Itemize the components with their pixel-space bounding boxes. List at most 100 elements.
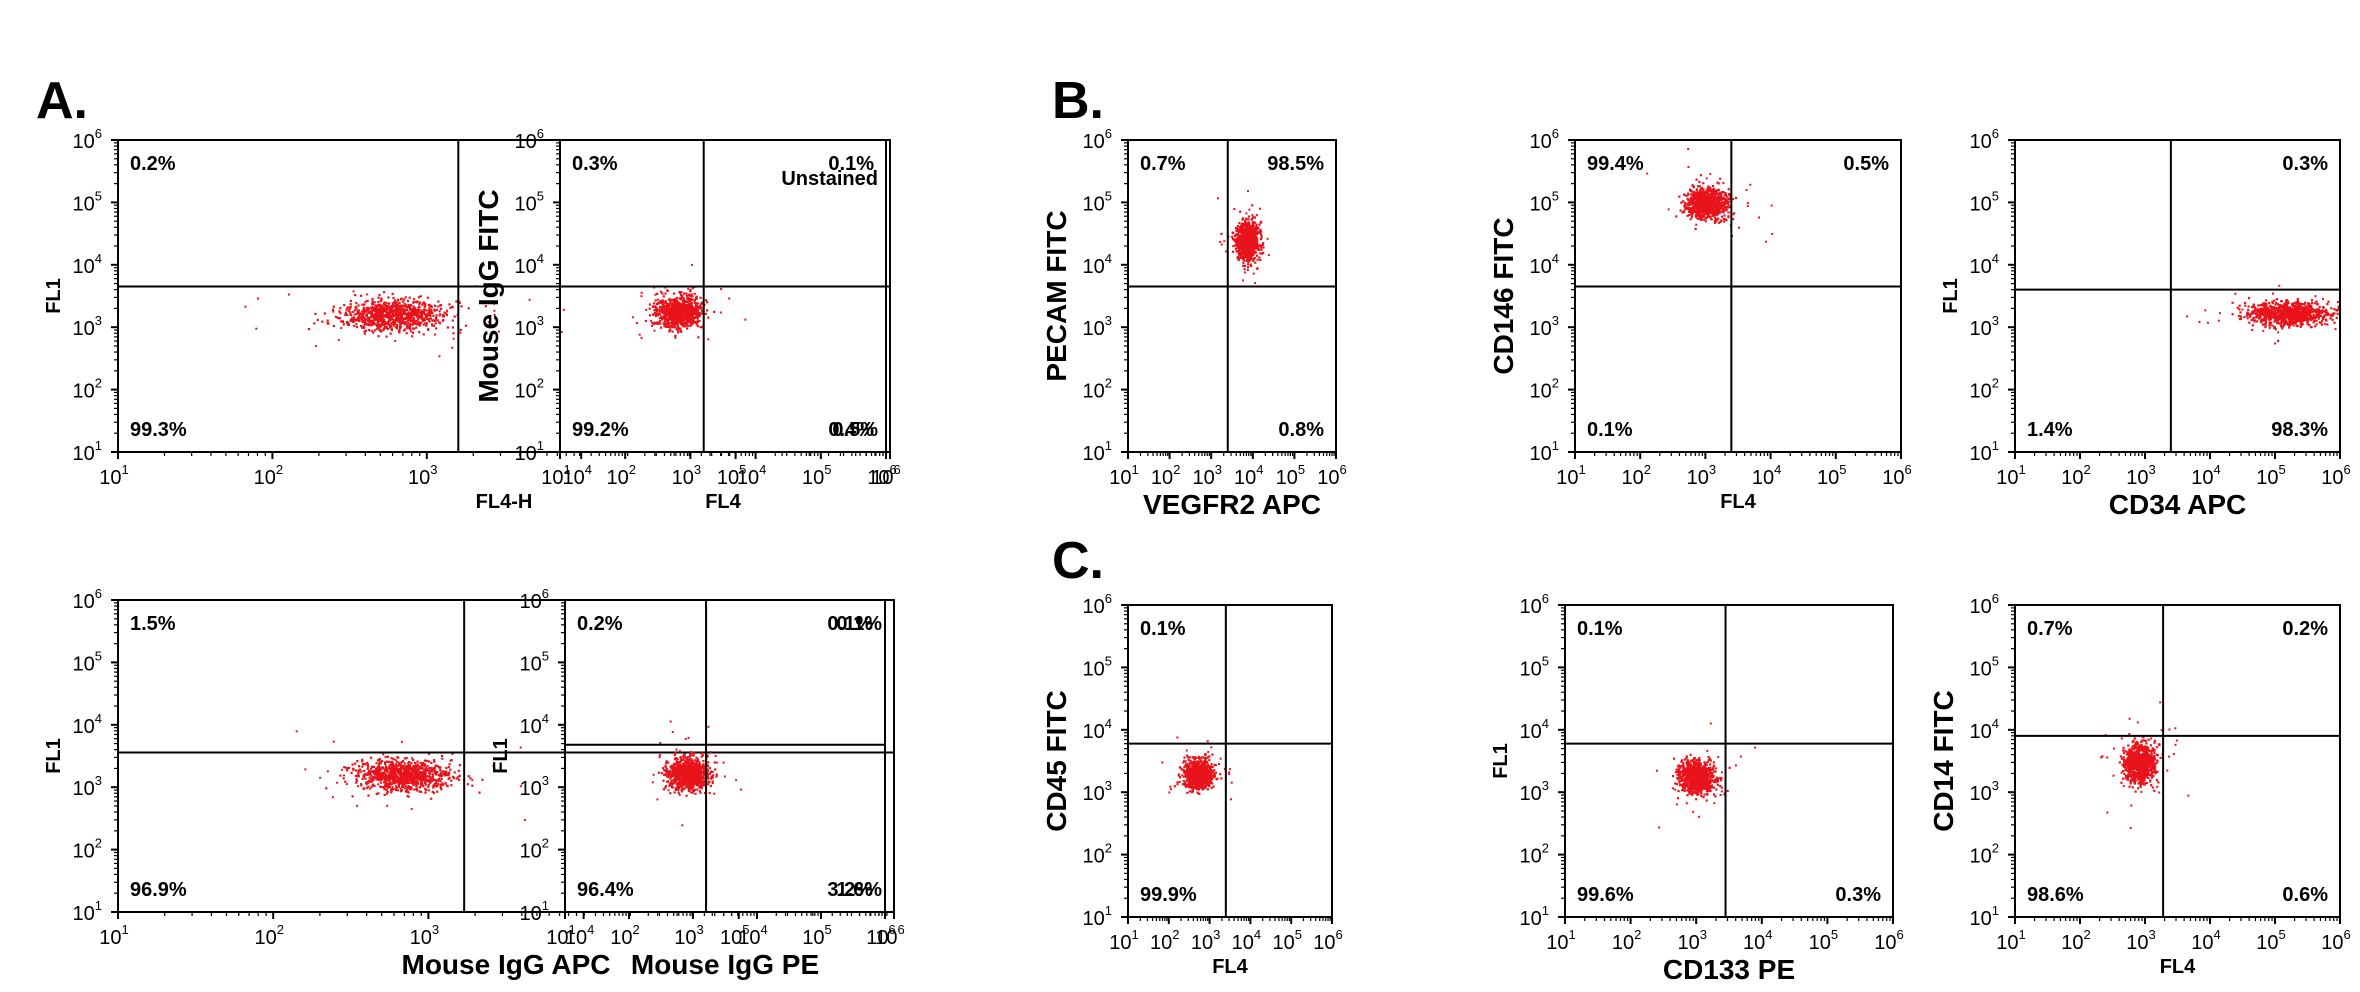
tick-exponent: 5 — [739, 462, 746, 477]
event-dot — [396, 761, 399, 764]
event-dot — [433, 783, 436, 786]
event-dot — [403, 786, 406, 789]
event-dot — [366, 307, 369, 310]
outlier-dot — [388, 772, 391, 775]
event-dot — [397, 785, 401, 788]
event-dot — [693, 774, 696, 777]
event-dot — [700, 787, 703, 790]
event-dot — [396, 764, 399, 767]
event-dot — [359, 312, 362, 315]
event-dot — [384, 781, 387, 784]
event-dot — [422, 302, 425, 305]
event-dot — [686, 317, 689, 321]
event-dot — [386, 785, 389, 788]
event-dot — [423, 764, 426, 768]
event-dot — [392, 303, 395, 306]
event-dot — [687, 778, 690, 781]
outlier-dot — [411, 773, 414, 776]
event-dot — [432, 784, 435, 787]
event-dot — [675, 327, 678, 330]
event-dot — [451, 326, 455, 329]
event-dot — [680, 770, 683, 773]
event-dot — [448, 303, 451, 306]
quadrant-lower-right-percent: 0.4% — [828, 419, 874, 441]
event-dot — [672, 766, 675, 770]
event-dot — [680, 788, 683, 791]
event-dot — [1234, 247, 1237, 250]
event-dot — [683, 317, 686, 320]
event-dot — [399, 765, 402, 768]
event-dot — [686, 320, 689, 323]
event-dot — [387, 777, 390, 780]
event-dot — [1239, 254, 1243, 257]
event-dot — [403, 757, 406, 760]
event-dot — [695, 783, 698, 786]
event-dot — [695, 295, 698, 298]
event-dot — [400, 790, 403, 793]
event-dot — [695, 774, 698, 777]
event-dot — [346, 769, 349, 772]
event-dot — [385, 782, 388, 786]
event-dot — [648, 303, 651, 306]
event-dot — [671, 305, 674, 308]
event-dot — [388, 306, 391, 309]
event-dot — [694, 765, 697, 768]
event-dot — [686, 771, 689, 775]
outlier-dot — [653, 329, 656, 332]
event-dot — [417, 769, 420, 772]
event-dot — [367, 329, 370, 332]
event-dot — [387, 296, 390, 299]
event-dot — [683, 319, 686, 322]
event-dot — [654, 299, 657, 302]
event-dot — [418, 303, 421, 306]
event-dot — [674, 779, 677, 782]
event-dot — [671, 774, 674, 777]
outlier-dot — [386, 804, 389, 807]
event-dot — [421, 314, 424, 317]
event-dot — [351, 795, 354, 798]
event-dot — [683, 323, 686, 326]
outlier-dot — [697, 758, 699, 761]
event-dot — [381, 775, 384, 778]
event-dot — [1255, 243, 1258, 246]
event-dot — [708, 767, 711, 770]
event-dot — [653, 309, 656, 312]
x-tick-label: 103 — [410, 922, 439, 949]
outlier-dot — [691, 295, 694, 298]
event-dot — [359, 768, 362, 771]
event-dot — [436, 765, 439, 768]
event-dot — [332, 324, 336, 328]
event-dot — [407, 765, 411, 768]
event-dot — [688, 775, 691, 778]
event-dot — [409, 304, 413, 307]
event-dot — [410, 330, 413, 333]
outlier-dot — [653, 322, 656, 325]
event-dot — [412, 765, 415, 768]
event-dot — [379, 299, 382, 303]
event-dot — [375, 762, 378, 765]
event-dot — [372, 778, 375, 781]
event-dot — [392, 319, 396, 322]
event-dot — [1242, 261, 1245, 265]
event-dot — [698, 778, 701, 781]
outlier-dot — [451, 346, 454, 349]
outlier-dot — [701, 326, 703, 329]
outlier-dot — [319, 776, 322, 779]
event-dot — [357, 769, 360, 772]
event-dot — [404, 789, 407, 792]
quadrant-lower-left-percent: 99.2% — [572, 419, 629, 441]
outlier-dot — [674, 757, 677, 760]
event-dot — [684, 786, 688, 789]
event-dot — [460, 305, 463, 308]
tick-base: 10 — [875, 927, 897, 949]
event-dot — [402, 777, 405, 780]
event-dot — [411, 768, 415, 771]
event-dot — [366, 763, 369, 766]
event-dot — [393, 775, 396, 778]
event-dot — [385, 774, 388, 777]
event-dot — [415, 775, 418, 778]
event-dot — [440, 788, 443, 791]
tick-base: 10 — [672, 467, 694, 489]
event-dot — [403, 298, 406, 301]
event-dot — [467, 307, 470, 310]
